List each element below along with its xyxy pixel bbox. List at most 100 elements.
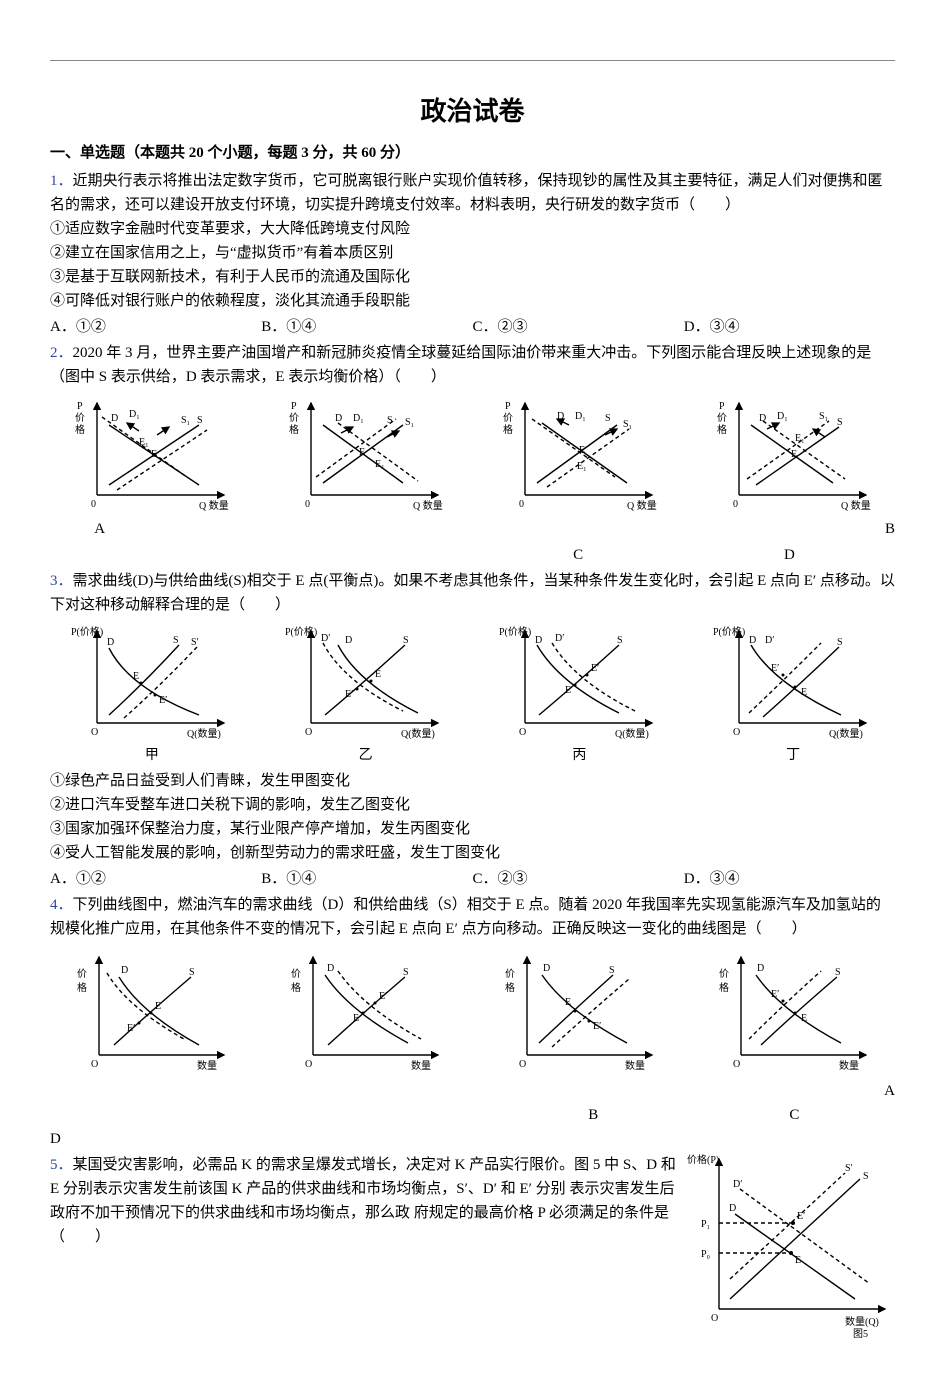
svg-text:Q 数量: Q 数量 xyxy=(413,499,443,512)
svg-text:P₁: P₁ xyxy=(701,1219,710,1230)
svg-text:价: 价 xyxy=(77,968,87,980)
q2-figures: P价格 Q 数量0 D S D₁ S₁ EE₁ P价格 Q 数量0 D S xyxy=(50,395,895,515)
top-rule xyxy=(50,60,895,61)
svg-text:D′: D′ xyxy=(555,633,564,644)
svg-text:P(价格): P(价格) xyxy=(71,625,103,638)
svg-text:P(价格): P(价格) xyxy=(285,625,317,638)
svg-text:格: 格 xyxy=(289,423,299,436)
q3-chart-jia: P(价格)Q(数量)O D S S′ E E′ xyxy=(69,623,234,743)
q1-stmt-4: ④可降低对银行账户的依赖程度，淡化其流通手段职能 xyxy=(50,289,895,313)
svg-text:D′: D′ xyxy=(733,1179,742,1190)
q3-num: 3． xyxy=(50,573,73,589)
svg-text:价: 价 xyxy=(289,412,299,424)
section-heading: 一、单选题（本题共 20 个小题，每题 3 分，共 60 分） xyxy=(50,141,895,165)
svg-text:Q(数量): Q(数量) xyxy=(401,727,435,740)
svg-text:Q 数量: Q 数量 xyxy=(199,499,229,512)
q4-labels-2: B C xyxy=(50,1103,895,1127)
q2-label-d: D xyxy=(684,543,895,567)
svg-text:D: D xyxy=(345,635,352,646)
svg-text:S: S xyxy=(387,415,393,426)
q2-chart-a: P价格 Q 数量0 D S D₁ S₁ EE₁ xyxy=(69,395,234,515)
q3-options: A．①② B．①④ C．②③ D．③④ xyxy=(50,867,895,891)
svg-text:E: E xyxy=(155,1001,161,1012)
q1-num: 1． xyxy=(50,173,73,189)
svg-text:D: D xyxy=(335,413,342,424)
q4-chart-d: 价格 数量O D S E E′ xyxy=(711,947,876,1077)
svg-text:O: O xyxy=(711,1313,718,1324)
svg-text:O: O xyxy=(733,1059,740,1070)
q2-fig-c: P价格 Q 数量0 D S D₁ S₁ EE₁ xyxy=(478,395,682,515)
q4-label-c: C xyxy=(694,1103,895,1127)
svg-text:S: S xyxy=(617,635,623,646)
svg-text:P: P xyxy=(505,401,511,412)
q2-fig-b: P价格 Q 数量0 D S D₁ S₁ EE₁ xyxy=(264,395,468,515)
q5-num: 5． xyxy=(50,1157,73,1173)
svg-text:S: S xyxy=(189,967,195,978)
svg-text:E: E xyxy=(579,445,585,456)
svg-text:O: O xyxy=(305,727,312,738)
svg-text:O: O xyxy=(519,1059,526,1070)
q2-label-a: A xyxy=(50,517,149,541)
page-title: 政治试卷 xyxy=(50,91,895,133)
svg-text:S: S xyxy=(605,413,611,424)
svg-text:S: S xyxy=(403,635,409,646)
q2-stem: 2020 年 3 月，世界主要产油国增产和新冠肺炎疫情全球蔓延给国际油价带来重大… xyxy=(50,345,871,385)
q4-label-a: A xyxy=(446,1079,895,1103)
question-5: 价格(P) 数量(Q) O S S′ D D′ E E′ P₁ P₀ 图5 5．… xyxy=(50,1153,895,1347)
svg-text:E: E xyxy=(801,687,807,698)
q3-fig-ding: P(价格)Q(数量)O D S D′ E E′ 丁 xyxy=(691,623,895,767)
q2-labels-2: C D xyxy=(50,543,895,567)
svg-text:P(价格): P(价格) xyxy=(499,625,531,638)
q2-label-b: B xyxy=(149,517,895,541)
question-2: 2．2020 年 3 月，世界主要产油国增产和新冠肺炎疫情全球蔓延给国际油价带来… xyxy=(50,341,895,567)
svg-text:价: 价 xyxy=(717,412,727,424)
svg-text:E₁: E₁ xyxy=(577,461,587,472)
q3-label-bing: 丙 xyxy=(478,745,682,767)
q4-label-b: B xyxy=(493,1103,694,1127)
svg-text:S₁: S₁ xyxy=(623,419,632,430)
svg-text:E: E xyxy=(353,1013,359,1024)
svg-text:数量: 数量 xyxy=(411,1059,431,1072)
question-1: 1．近期央行表示将推出法定数字货币，它可脱离银行账户实现价值转移，保持现钞的属性… xyxy=(50,169,895,339)
q5-fig-caption: 图5 xyxy=(853,1328,868,1339)
svg-text:S: S xyxy=(609,965,615,976)
svg-text:D′: D′ xyxy=(321,633,330,644)
svg-text:S′: S′ xyxy=(191,637,199,648)
svg-text:E: E xyxy=(151,449,157,460)
svg-text:价: 价 xyxy=(75,412,85,424)
svg-text:E′: E′ xyxy=(797,1211,805,1222)
q2-num: 2． xyxy=(50,345,73,361)
svg-text:D: D xyxy=(749,635,756,646)
svg-text:E′: E′ xyxy=(345,689,353,700)
question-4: 4．下列曲线图中，燃油汽车的需求曲线（D）和供给曲线（S）相交于 E 点。随着 … xyxy=(50,893,895,1151)
q4-num: 4． xyxy=(50,897,73,913)
q1-opt-a: A．①② xyxy=(50,315,261,339)
svg-text:格: 格 xyxy=(719,981,729,994)
q3-stmt-3: ③国家加强环保整治力度，某行业限产停产增加，发生丙图变化 xyxy=(50,817,895,841)
svg-text:S: S xyxy=(863,1171,869,1182)
svg-text:O: O xyxy=(519,727,526,738)
q3-opt-a: A．①② xyxy=(50,867,261,891)
svg-text:S: S xyxy=(835,967,841,978)
svg-text:E: E xyxy=(359,447,365,458)
svg-text:E₁: E₁ xyxy=(139,437,149,448)
svg-text:数量: 数量 xyxy=(625,1059,645,1072)
svg-text:数量(Q): 数量(Q) xyxy=(845,1315,879,1328)
svg-text:0: 0 xyxy=(519,499,524,510)
svg-text:D: D xyxy=(757,963,764,974)
svg-text:价: 价 xyxy=(291,968,301,980)
q4-fig-c: 价格 数量O D S E E′ xyxy=(478,947,682,1077)
svg-text:S: S xyxy=(837,637,843,648)
svg-text:S: S xyxy=(837,417,843,428)
q3-figures: P(价格)Q(数量)O D S S′ E E′ 甲 P(价格)Q(数量)O D … xyxy=(50,623,895,767)
q2-chart-b: P价格 Q 数量0 D S D₁ S₁ EE₁ xyxy=(283,395,448,515)
svg-text:E: E xyxy=(565,685,571,696)
svg-text:D: D xyxy=(107,637,114,648)
svg-text:S: S xyxy=(403,967,409,978)
q1-stmt-1: ①适应数字金融时代变革要求，大大降低跨境支付风险 xyxy=(50,217,895,241)
q2-fig-d: P价格 Q 数量0 D S D₁ S₁ EE₁ xyxy=(691,395,895,515)
svg-text:P(价格): P(价格) xyxy=(713,625,745,638)
q3-label-yi: 乙 xyxy=(264,745,468,767)
q1-stem: 近期央行表示将推出法定数字货币，它可脱离银行账户实现价值转移，保持现钞的属性及其… xyxy=(50,173,883,213)
svg-text:S₁: S₁ xyxy=(819,411,828,422)
